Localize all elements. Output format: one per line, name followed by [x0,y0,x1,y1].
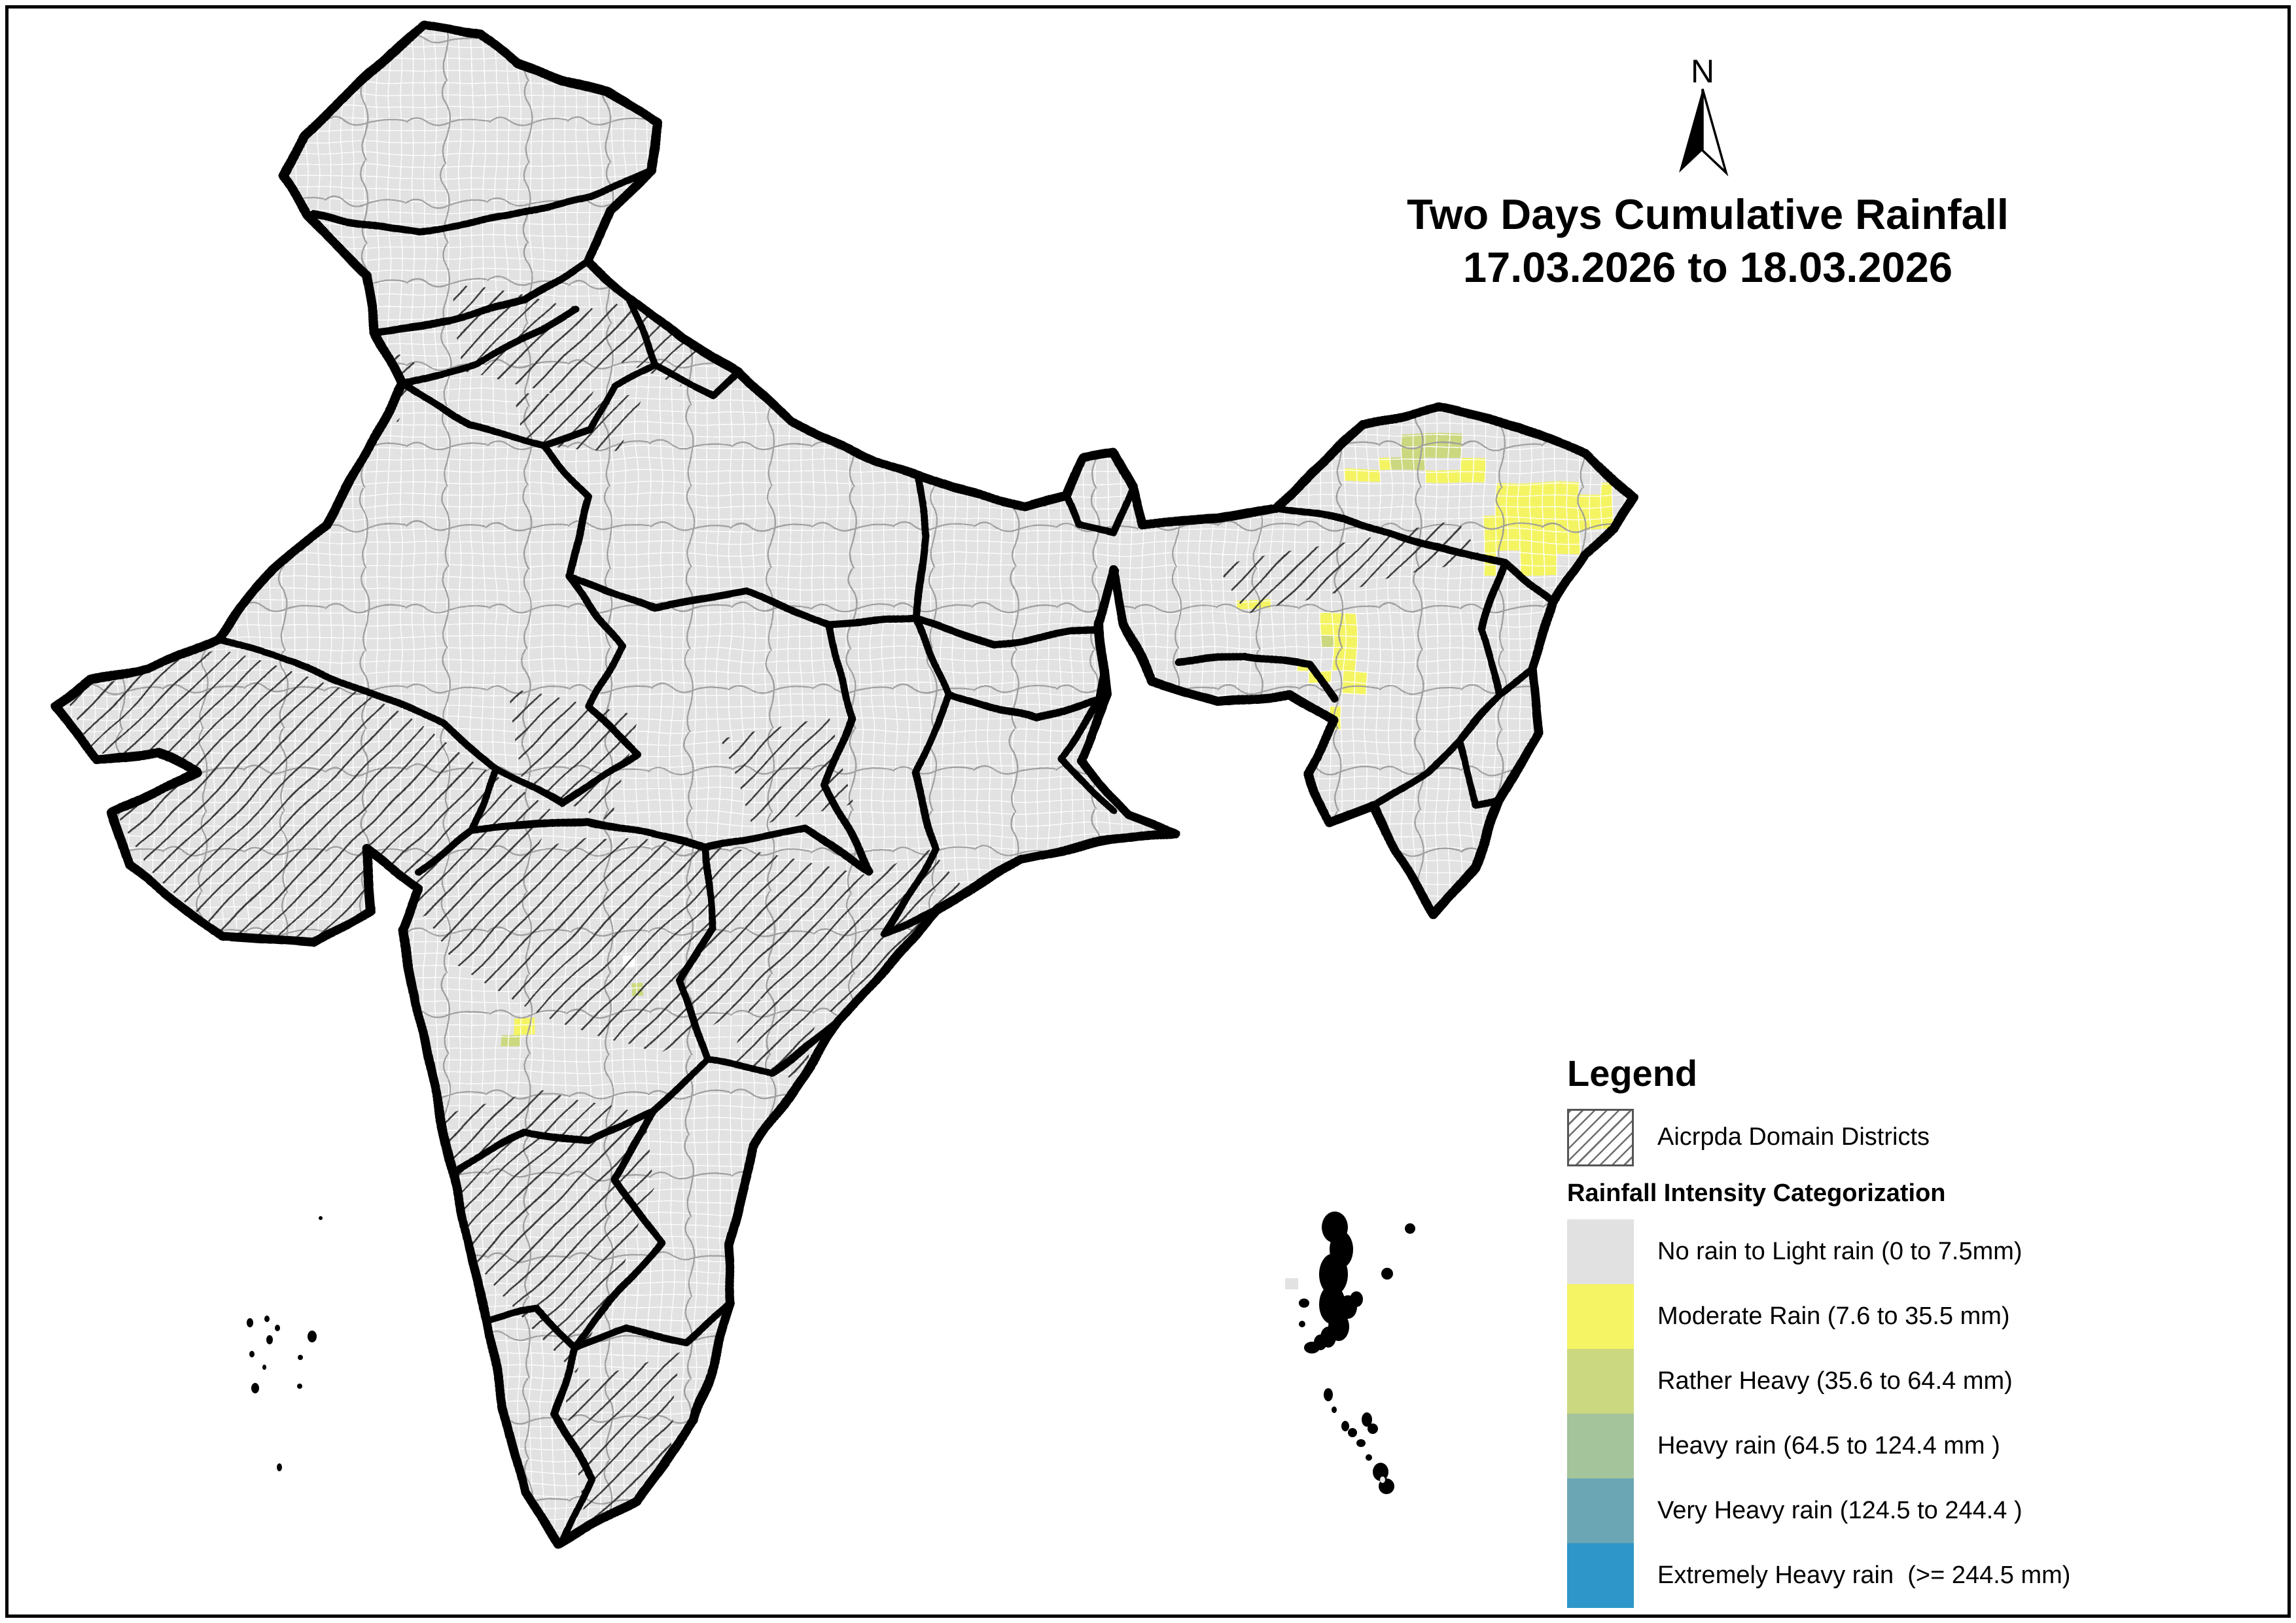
rain-cell-moderate [377,1354,386,1365]
rain-cell-moderate [410,1260,421,1272]
legend-item-label: Very Heavy rain (124.5 to 244.4 ) [1657,1496,2022,1524]
legend-item-very-heavy-rain: Very Heavy rain (124.5 to 244.4 ) [1567,1478,2293,1543]
legend-item-rather-heavy: Rather Heavy (35.6 to 64.4 mm) [1567,1348,2293,1414]
andaman-nicobar-islands [1285,1212,1415,1494]
color-swatch-heavy [1567,1413,1634,1478]
color-swatch-extremely-heavy [1567,1543,1634,1608]
north-arrow-label: N [1691,53,1714,90]
map-title: Two Days Cumulative Rainfall 17.03.2026 … [1335,188,2081,294]
diagonal-hatch-swatch [1567,1108,1634,1166]
legend-item-label: No rain to Light rain (0 to 7.5mm) [1657,1237,2022,1265]
legend-item-extremely-heavy-rain: Extremely Heavy rain (>= 244.5 mm) [1567,1543,2293,1608]
color-swatch-rather-heavy [1567,1348,1634,1414]
north-arrow-left-half [1679,89,1703,173]
map-title-line1: Two Days Cumulative Rainfall [1407,190,2009,238]
map-title-line2: 17.03.2026 to 18.03.2026 [1462,243,1953,291]
india-rainfall-map [0,0,1675,1623]
legend-item-aicrpda-domain: Aicrpda Domain Districts [1567,1108,2293,1166]
legend-item-label: Rather Heavy (35.6 to 64.4 mm) [1657,1367,2013,1395]
color-swatch-no-rain [1567,1219,1634,1284]
north-arrow: N [1679,53,1729,177]
legend-item-moderate-rain: Moderate Rain (7.6 to 35.5 mm) [1567,1283,2293,1349]
rain-cell-moderate [377,1260,389,1272]
lakshadweep-islands [247,1216,323,1471]
legend: Legend Aicrpda Domain Districts Rainfall… [1567,1053,2293,1608]
north-arrow-right-half [1701,88,1729,177]
color-swatch-moderate [1567,1283,1634,1349]
legend-item-heavy-rain: Heavy rain (64.5 to 124.4 mm ) [1567,1413,2293,1478]
legend-section-title: Rainfall Intensity Categorization [1567,1179,1946,1207]
legend-item-label: Extremely Heavy rain (>= 244.5 mm) [1657,1561,2071,1589]
rainfall-class-list: No rain to Light rain (0 to 7.5mm) Moder… [1567,1219,2293,1608]
color-swatch-very-heavy [1567,1478,1634,1543]
legend-title: Legend [1567,1053,1698,1094]
rain-cell-moderate [428,1418,438,1431]
legend-item-label: Moderate Rain (7.6 to 35.5 mm) [1657,1302,2010,1330]
legend-item-label: Heavy rain (64.5 to 124.4 mm ) [1657,1431,2000,1459]
legend-item-label: Aicrpda Domain Districts [1657,1123,1930,1151]
legend-item-no-rain: No rain to Light rain (0 to 7.5mm) [1567,1219,2293,1284]
